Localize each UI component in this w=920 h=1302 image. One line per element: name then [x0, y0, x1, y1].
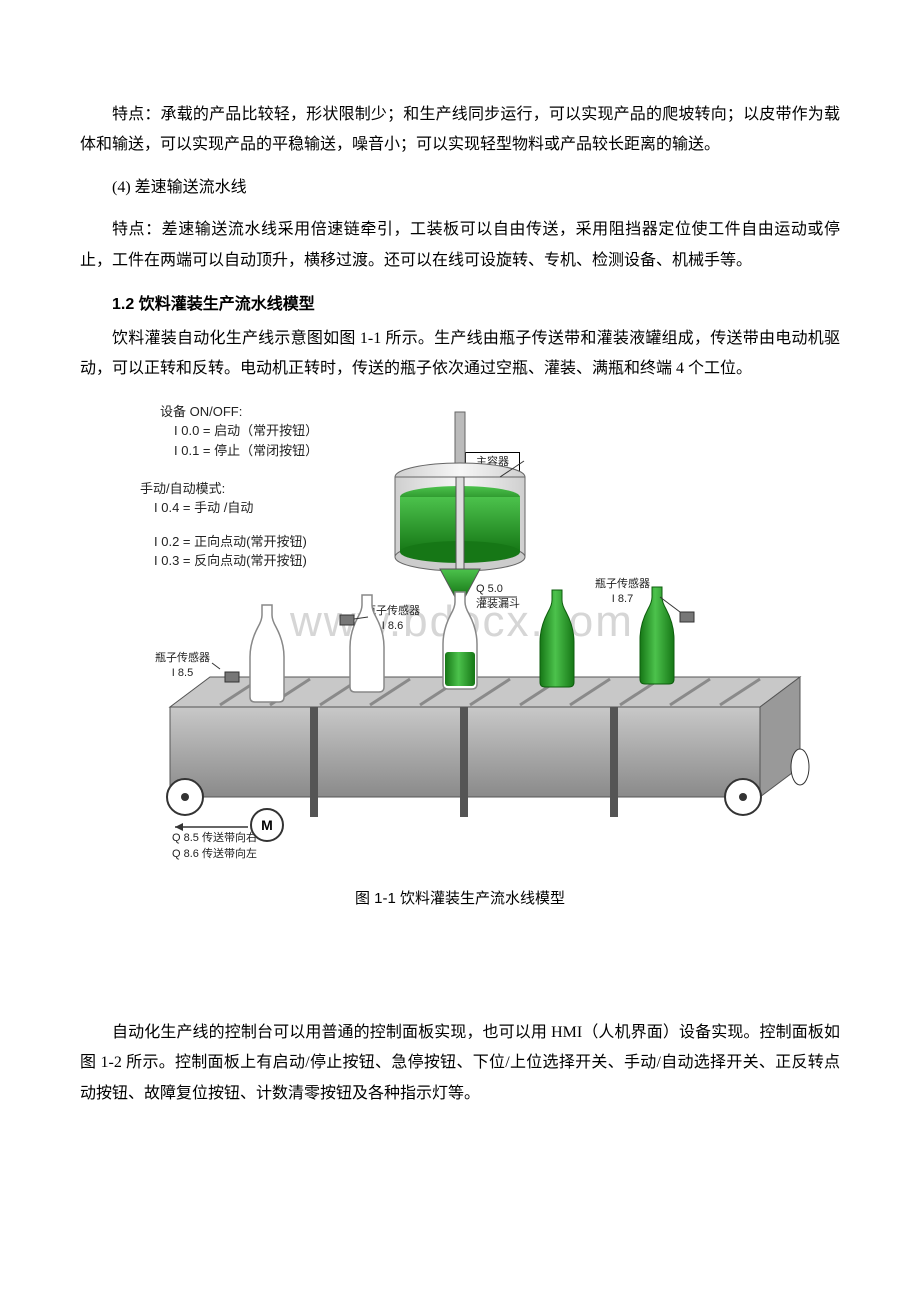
figure-caption: 图 1-1 饮料灌装生产流水线模型 [80, 887, 840, 908]
paragraph-4: 饮料灌装自动化生产线示意图如图 1-1 所示。生产线由瓶子传送带和灌装液罐组成，… [80, 324, 840, 385]
bottle-5-icon [640, 587, 674, 684]
paragraph-1: 特点：承载的产品比较轻，形状限制少；和生产线同步运行，可以实现产品的爬坡转向；以… [80, 100, 840, 161]
motor-label: M [261, 817, 273, 833]
diagram-svg: M [120, 397, 840, 877]
bottle-3-filling-icon [443, 592, 477, 689]
paragraph-5: 自动化生产线的控制台可以用普通的控制面板实现，也可以用 HMI（人机界面）设备实… [80, 1018, 840, 1109]
paragraph-3: 特点：差速输送流水线采用倍速链牵引，工装板可以自由传送，采用阻挡器定位使工件自由… [80, 215, 840, 276]
bottle-2-icon [350, 595, 384, 692]
section-title: 1.2 饮料灌装生产流水线模型 [80, 290, 840, 314]
paragraph-2: (4) 差速输送流水线 [80, 173, 840, 203]
bottle-4-icon [540, 590, 574, 687]
bottle-1-icon [250, 605, 284, 702]
figure-1-1: www.bdocx.com 设备 ON/OFF: I 0.0 = 启动（常开按钮… [120, 397, 840, 877]
